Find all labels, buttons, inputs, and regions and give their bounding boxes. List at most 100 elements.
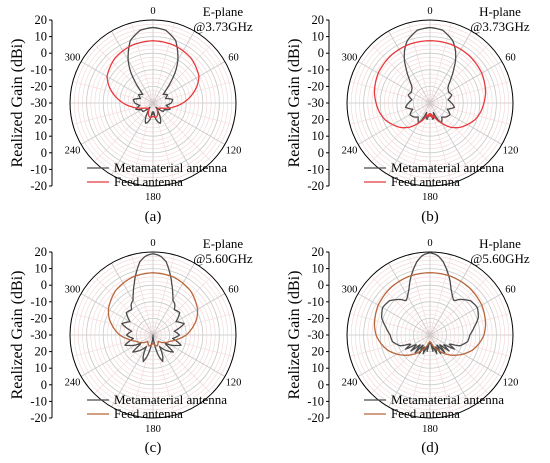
outer-ring <box>69 251 237 419</box>
angle-label: 180 <box>145 192 161 203</box>
angle-label: 60 <box>228 53 239 64</box>
legend-label-metamaterial: Metamaterial antenna <box>114 392 227 407</box>
grid-spoke <box>429 334 472 408</box>
fine-grid-spoke <box>152 313 234 336</box>
r-tick-label: 0 <box>318 378 324 392</box>
fine-grid-spoke <box>429 313 511 336</box>
outer-ring <box>346 19 514 187</box>
r-tick-label: 20 <box>312 113 325 127</box>
grid-spoke <box>80 102 154 145</box>
angle-label: 120 <box>226 378 242 389</box>
fine-grid-spoke <box>429 102 511 125</box>
r-tick-label: -20 <box>30 311 47 325</box>
grid-spoke <box>152 61 226 104</box>
angle-label: 180 <box>422 424 438 435</box>
r-tick-label: -10 <box>30 162 47 176</box>
grid-spoke <box>388 102 431 176</box>
fine-grid-spoke <box>94 44 154 104</box>
r-tick-label: -10 <box>307 162 324 176</box>
grid-spoke <box>429 102 503 145</box>
r-tick-label: 0 <box>41 46 47 60</box>
metamaterial-antenna-line <box>121 253 185 363</box>
angle-label: 180 <box>422 192 438 203</box>
fine-grid-spoke <box>371 102 431 162</box>
angle-label: 240 <box>342 378 358 389</box>
r-tick-label: -30 <box>307 96 324 110</box>
legend-label-metamaterial: Metamaterial antenna <box>391 160 504 175</box>
fine-grid-spoke <box>152 102 234 125</box>
angle-label: 240 <box>65 146 81 157</box>
fine-grid-spoke <box>72 313 154 336</box>
legend-label-feed: Feed antenna <box>114 174 183 189</box>
frequency-label: @5.60GHz <box>470 251 529 266</box>
r-tick-label: -20 <box>30 411 47 425</box>
grid-spoke <box>429 262 472 336</box>
r-tick-label: 0 <box>41 146 47 160</box>
r-tick-label: 10 <box>35 262 48 276</box>
panel-caption: (d) <box>421 440 439 456</box>
r-tick-label: 0 <box>41 378 47 392</box>
angle-label: 0 <box>150 238 155 249</box>
grid-spoke <box>152 334 226 377</box>
fine-grid-spoke <box>72 334 154 357</box>
angle-label: 120 <box>226 146 242 157</box>
grid-spoke <box>357 334 431 377</box>
fine-grid-spoke <box>408 22 431 104</box>
r-tick-label: 10 <box>35 30 48 44</box>
fine-grid-spoke <box>152 102 212 162</box>
angle-label: 0 <box>427 6 432 17</box>
fine-grid-spoke <box>429 254 452 336</box>
fine-grid-spoke <box>371 44 431 104</box>
fine-grid-spoke <box>429 44 489 104</box>
fine-grid-spoke <box>94 102 154 162</box>
grid-spoke <box>388 30 431 104</box>
r-tick-label: 20 <box>312 345 325 359</box>
feed-antenna-line <box>107 272 199 347</box>
legend-label-feed: Feed antenna <box>114 406 183 421</box>
angle-label: 300 <box>65 53 81 64</box>
outer-ring <box>346 251 514 419</box>
y-axis-label: Realized Gain (dBi) <box>9 39 26 168</box>
plane-label: E-plane <box>203 236 244 251</box>
r-tick-label: -20 <box>307 179 324 193</box>
fine-grid-spoke <box>349 102 431 125</box>
plane-label: E-plane <box>203 4 244 19</box>
feed-antenna-line <box>373 40 487 129</box>
angle-label: 60 <box>505 53 516 64</box>
fine-grid-spoke <box>131 334 154 416</box>
grid-spoke <box>429 293 503 336</box>
angle-label: 120 <box>503 378 519 389</box>
plane-label: H-plane <box>479 236 521 251</box>
fine-grid-spoke <box>429 276 489 336</box>
r-tick-label: -20 <box>307 411 324 425</box>
grid-spoke <box>429 334 503 377</box>
r-tick-label: -20 <box>307 79 324 93</box>
grid-spoke <box>111 262 154 336</box>
legend-label-feed: Feed antenna <box>391 406 460 421</box>
fine-grid-spoke <box>152 334 212 394</box>
r-tick-label: 0 <box>318 146 324 160</box>
fine-grid-spoke <box>152 254 175 336</box>
r-tick-label: 10 <box>312 30 325 44</box>
r-tick-label: 10 <box>312 262 325 276</box>
r-tick-label: 20 <box>35 245 48 259</box>
r-tick-label: -20 <box>307 311 324 325</box>
grid-spoke <box>388 334 431 408</box>
r-tick-label: -10 <box>30 63 47 77</box>
fine-grid-spoke <box>94 334 154 394</box>
fine-grid-spoke <box>429 22 452 104</box>
grid-spoke <box>429 61 503 104</box>
legend-label-metamaterial: Metamaterial antenna <box>391 392 504 407</box>
feed-antenna-line <box>106 40 200 119</box>
frequency-label: @5.60GHz <box>193 251 252 266</box>
r-tick-label: 0 <box>41 278 47 292</box>
fine-grid-spoke <box>131 254 154 336</box>
angle-label: 300 <box>65 285 81 296</box>
frequency-label: @3.73GHz <box>193 19 252 34</box>
r-tick-label: 0 <box>318 278 324 292</box>
grid-spoke <box>80 293 154 336</box>
fine-grid-spoke <box>152 334 234 357</box>
r-tick-label: 10 <box>35 129 48 143</box>
r-tick-label: -10 <box>307 295 324 309</box>
metamaterial-antenna-line <box>380 252 480 355</box>
